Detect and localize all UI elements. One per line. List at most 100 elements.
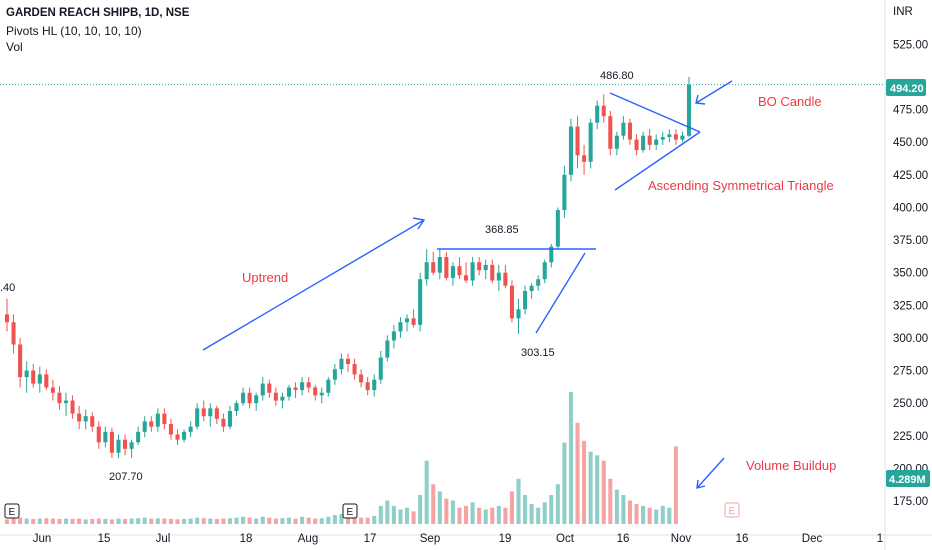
candle: [247, 387, 252, 409]
volume-bar: [162, 518, 167, 524]
bo-arrow-line: [695, 80, 733, 104]
volume-bar: [490, 507, 495, 524]
candle-body: [575, 126, 580, 156]
candle: [575, 116, 580, 169]
candle-body: [208, 408, 213, 417]
volume-bar: [673, 446, 678, 524]
volume-bar: [365, 517, 370, 524]
y-tick-label: 375.00: [893, 235, 928, 247]
candle-body: [57, 392, 62, 404]
candle-body: [562, 174, 567, 211]
candle-body: [470, 262, 475, 281]
x-tick-label: 18: [240, 533, 253, 545]
svg-text:4.289M: 4.289M: [889, 474, 926, 486]
y-tick-label: 275.00: [893, 366, 928, 378]
candle-body: [103, 431, 108, 443]
indicator-pivots-label[interactable]: Pivots HL (10, 10, 10, 10): [6, 24, 142, 38]
candle: [404, 314, 410, 332]
candle: [254, 392, 259, 411]
volume-bar: [234, 517, 239, 524]
candle: [660, 131, 665, 145]
candle: [83, 409, 88, 430]
candle: [188, 421, 193, 438]
candle-body: [345, 358, 351, 365]
candle: [234, 400, 239, 417]
volume-buildup-label: Volume Buildup: [746, 458, 836, 473]
indicator-volume-label[interactable]: Vol: [6, 40, 23, 54]
candle: [63, 392, 69, 417]
candle-body: [516, 309, 521, 319]
candle-body: [391, 331, 396, 341]
volume-bar: [50, 518, 55, 524]
candle: [680, 131, 685, 143]
volume-bar: [516, 478, 521, 524]
candle: [208, 403, 213, 427]
volume-bar: [391, 505, 396, 524]
volume-bar: [457, 507, 462, 524]
earnings-marker-1[interactable]: E: [4, 503, 20, 519]
candle-body: [431, 262, 436, 273]
volume-bar: [300, 516, 305, 524]
candle-body: [667, 134, 672, 138]
candle: [18, 337, 23, 388]
candle-body: [234, 403, 239, 411]
candle-body: [588, 122, 593, 162]
svg-text:E: E: [9, 507, 16, 518]
candle-body: [549, 246, 554, 263]
candle-body: [503, 272, 508, 286]
chart-title: GARDEN REACH SHIPB, 1D, NSE: [6, 7, 190, 19]
candle: [44, 369, 49, 391]
candle: [503, 264, 508, 289]
earnings-marker-2[interactable]: E: [342, 503, 358, 519]
candle: [483, 259, 488, 280]
x-tick-label: Aug: [298, 533, 318, 545]
candle: [339, 353, 344, 375]
price-axis[interactable]: INR 525.00 475.00 450.00 425.00 400.00 375.00…: [893, 6, 928, 508]
candle-body: [109, 431, 114, 453]
volume-bar: [306, 517, 311, 524]
candle: [168, 418, 173, 440]
volume-bar: [24, 518, 29, 524]
candle: [352, 358, 357, 380]
last-price-tag: 494.20: [886, 79, 926, 96]
candle: [345, 353, 351, 372]
candle: [267, 379, 272, 398]
candle-body: [188, 426, 193, 432]
x-tick-label: Nov: [671, 533, 692, 545]
candle: [614, 131, 619, 156]
triangle-label: Ascending Symmetrical Triangle: [648, 178, 834, 193]
candle-body: [378, 357, 383, 380]
uptrend-label: Uptrend: [242, 270, 288, 285]
volume-bar: [352, 516, 357, 524]
candle-body: [96, 426, 101, 443]
y-tick-label: 425.00: [893, 170, 928, 182]
x-tick-label: 16: [736, 533, 749, 545]
volume-bar: [555, 484, 560, 524]
time-axis[interactable]: Jun 15 Jul 18 Aug 17 Sep 19 Oct 16 Nov 16 Dec 1: [33, 533, 883, 545]
earnings-marker-3[interactable]: E: [724, 502, 740, 518]
candle: [306, 377, 311, 393]
volume-bar: [83, 519, 88, 524]
candle-body: [595, 105, 600, 123]
x-tick-label: 17: [364, 533, 377, 545]
candle-body: [37, 374, 42, 384]
candle: [221, 413, 226, 432]
candle-body: [660, 137, 665, 140]
volume-bar: [418, 495, 423, 524]
candle: [673, 129, 678, 145]
candle: [627, 118, 633, 145]
candle: [332, 364, 337, 385]
candle-body: [654, 139, 659, 145]
candle-body: [286, 387, 292, 397]
y-tick-label: 525.00: [893, 39, 928, 51]
volume-bar: [634, 504, 639, 524]
volume-bars: [4, 392, 678, 524]
volume-bar: [142, 517, 147, 524]
svg-text:E: E: [729, 506, 736, 517]
volume-bar: [247, 517, 252, 524]
candle: [378, 350, 383, 384]
volume-bar: [208, 518, 213, 524]
candle: [300, 377, 305, 396]
candle-body: [424, 262, 429, 280]
